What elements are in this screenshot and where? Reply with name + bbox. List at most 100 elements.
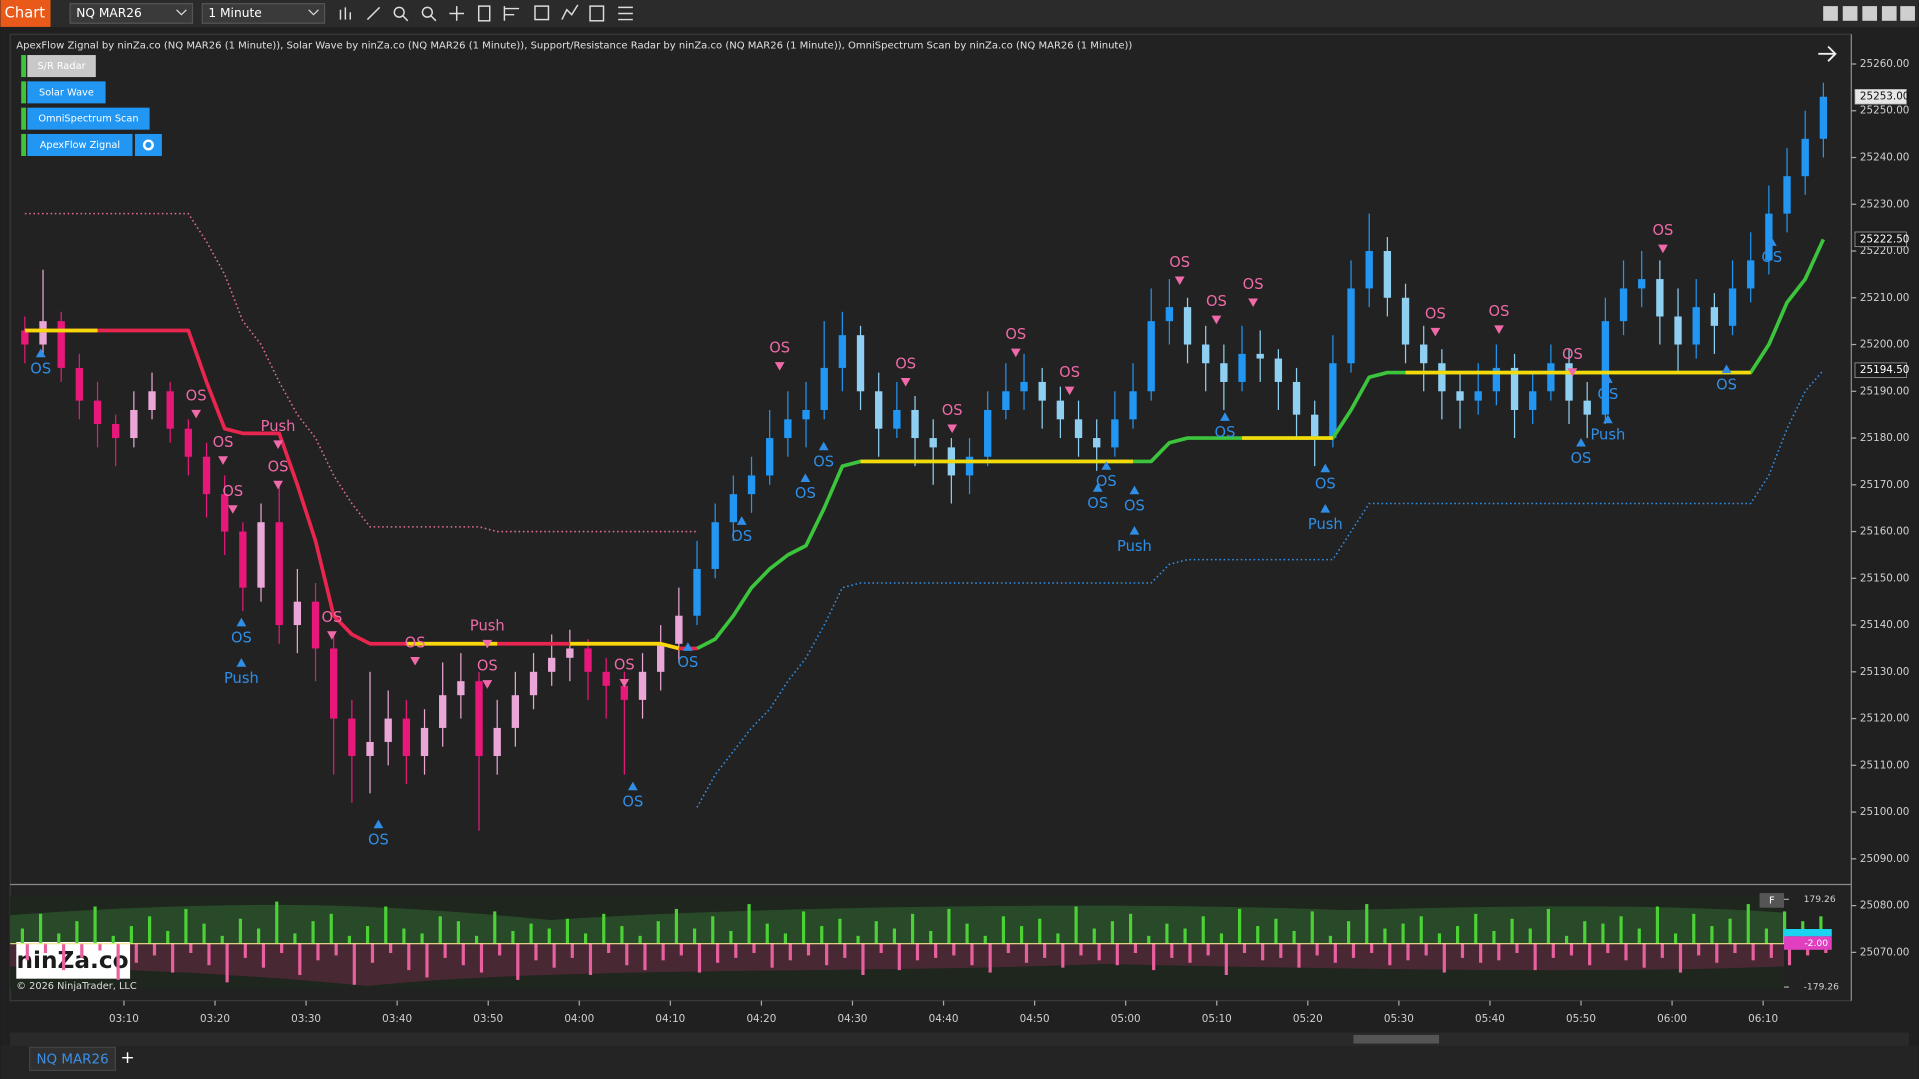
signal-arrow xyxy=(273,480,283,490)
scroll-arrow[interactable] xyxy=(1818,45,1837,62)
oscillator-bar xyxy=(80,943,84,958)
oscillator-bar xyxy=(1419,916,1423,944)
signal-label: Push xyxy=(224,670,259,687)
signal-arrow xyxy=(1494,325,1504,334)
signal-arrow xyxy=(774,362,785,371)
oscillator-bar xyxy=(783,933,788,944)
scroll-thumb[interactable] xyxy=(1353,1034,1440,1044)
tab[interactable] xyxy=(29,1046,116,1072)
instrument-label: NQ MAR26 xyxy=(76,6,142,20)
oscillator-bar xyxy=(1642,943,1646,968)
toolbar-icons[interactable] xyxy=(339,4,633,22)
signal-label: OS xyxy=(1206,293,1227,310)
oscillator-bar xyxy=(62,943,66,971)
y-tick-label: 25250.00 xyxy=(1860,105,1910,117)
candle-body xyxy=(802,409,810,420)
oscillator-bar xyxy=(965,923,969,944)
candle-body xyxy=(711,522,719,569)
app-label: Chart xyxy=(5,4,46,21)
candle-body xyxy=(620,685,629,700)
signal-arrow xyxy=(1567,368,1578,377)
oscillator-bar xyxy=(661,943,665,961)
candle-body xyxy=(838,335,847,368)
oscillator-bar xyxy=(147,916,152,944)
oscillator-bar xyxy=(202,923,206,944)
oscillator-bar xyxy=(547,928,551,944)
price-tag-label: 25194.50 xyxy=(1860,364,1910,376)
y-tick-label: 25100.00 xyxy=(1860,806,1910,818)
dropdown-arrow xyxy=(308,9,319,16)
oscillator-bar xyxy=(20,928,24,944)
oscillator-bar xyxy=(1274,918,1278,944)
signal-label: OS xyxy=(1716,376,1737,393)
scrollbar[interactable] xyxy=(10,1032,1909,1046)
candle-body xyxy=(1311,414,1319,439)
oscillator-bar xyxy=(1787,943,1792,966)
candle-body xyxy=(93,400,102,425)
oscillator-bar xyxy=(856,935,860,944)
oscillator-bar xyxy=(1764,928,1769,944)
oscillator-bar xyxy=(516,943,520,980)
signal-label: OS xyxy=(1096,473,1117,490)
candle-body xyxy=(402,718,411,756)
dotted-band xyxy=(24,212,698,533)
indicator-button[interactable] xyxy=(27,133,133,156)
window-buttons[interactable] xyxy=(1823,6,1915,21)
candle-body xyxy=(984,409,992,457)
oscillator-bar xyxy=(1061,943,1065,968)
oscillator-bar xyxy=(843,943,847,958)
oscillator-bar xyxy=(1637,928,1641,944)
add-tab[interactable]: + xyxy=(120,1048,134,1068)
x-tick-label: 05:20 xyxy=(1293,1013,1323,1025)
price-plot xyxy=(21,82,1828,831)
oscillator-bar xyxy=(1533,943,1537,971)
indicator-button-label: ApexFlow Zignal xyxy=(40,140,120,151)
instrument-select[interactable] xyxy=(69,3,194,24)
oscillator-bar xyxy=(1224,943,1228,976)
candle-body xyxy=(1728,288,1737,326)
oscillator-bar xyxy=(1206,943,1210,956)
oscillator-bar xyxy=(1110,921,1115,944)
candle-body xyxy=(1347,288,1355,364)
oscillator-bar xyxy=(1783,911,1787,944)
oscillator-bar xyxy=(1133,943,1138,953)
candle-body xyxy=(1238,353,1246,382)
wave-line xyxy=(569,641,680,651)
oscillator-tag-label: -2.00 xyxy=(1804,938,1828,949)
oscillator-bar xyxy=(1333,943,1337,963)
button-marker xyxy=(21,55,27,78)
oscillator-bar xyxy=(1746,904,1750,944)
oscillator-bar xyxy=(607,943,611,953)
oscillator-bar xyxy=(1351,943,1356,958)
candle-body xyxy=(1147,321,1155,392)
candle-body xyxy=(221,494,229,532)
candle-body xyxy=(148,391,156,410)
signal-arrow xyxy=(818,441,829,451)
indicator-legend: ApexFlow Zignal by ninZa.co (NQ MAR26 (1… xyxy=(16,40,1132,51)
oscillator-bar xyxy=(983,935,987,944)
oscillator-bar xyxy=(952,943,956,956)
candle-body xyxy=(1547,363,1555,392)
panel-button[interactable] xyxy=(1759,893,1785,908)
oscillator-bar xyxy=(1388,943,1392,966)
indicator-button[interactable] xyxy=(27,107,150,130)
settings-button[interactable] xyxy=(134,133,162,156)
oscillator-bar xyxy=(1219,933,1224,944)
candle-body xyxy=(1056,400,1065,420)
candle-body xyxy=(366,741,374,756)
candle-body xyxy=(130,409,138,439)
signal-arrow xyxy=(373,819,384,829)
oscillator-bar xyxy=(166,930,170,944)
y-tick-label: 25180.00 xyxy=(1860,432,1910,444)
price-tag-label: 25253.00 xyxy=(1860,91,1910,103)
candle-body xyxy=(75,367,84,401)
oscillator-bar xyxy=(456,921,461,944)
signal-label: OS xyxy=(769,340,790,357)
indicator-button[interactable] xyxy=(27,81,106,104)
oscillator-bar xyxy=(1152,943,1156,971)
indicator-button[interactable] xyxy=(27,55,96,78)
oscillator-bar xyxy=(588,943,593,976)
interval-select[interactable] xyxy=(201,3,326,24)
oscillator-bar xyxy=(1728,918,1732,944)
candle-body xyxy=(584,648,592,672)
